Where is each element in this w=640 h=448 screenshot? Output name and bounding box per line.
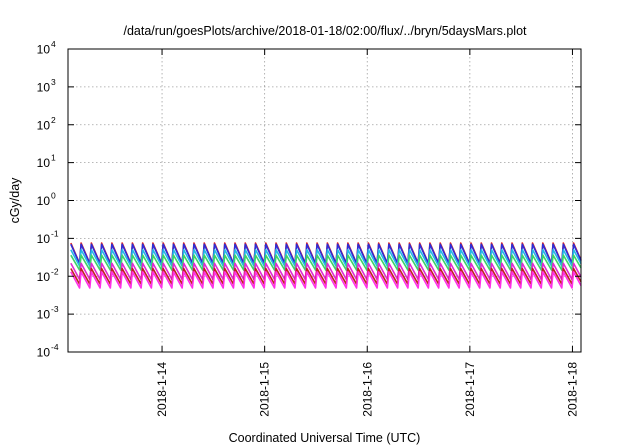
y-tick-exponent: -3	[51, 304, 59, 314]
y-axis-label: cGy/day	[8, 177, 22, 224]
y-tick-exponent: 1	[51, 153, 56, 163]
x-tick-label: 2018-1-18	[565, 362, 579, 417]
x-tick-label: 2018-1-16	[360, 362, 374, 417]
y-tick-label: 10	[37, 346, 51, 360]
y-tick-base: 10	[37, 270, 51, 284]
y-tick-base: 10	[37, 156, 51, 170]
chart-title: /data/run/goesPlots/archive/2018-01-18/0…	[123, 24, 527, 38]
series-line-7	[70, 271, 582, 289]
y-tick-exponent: 4	[51, 39, 56, 49]
y-tick-label: 10	[37, 308, 51, 322]
y-tick-base: 10	[37, 194, 51, 208]
y-tick-label: 10	[37, 232, 51, 246]
y-tick-base: 10	[37, 43, 51, 57]
y-tick-exponent: 2	[51, 115, 56, 125]
y-tick-base: 10	[37, 308, 51, 322]
y-tick-exponent: -2	[51, 266, 59, 276]
y-tick-exponent: -1	[51, 228, 59, 238]
x-axis: 2018-1-14 2018-1-15 2018-1-16 2018-1-17 2018…	[155, 49, 579, 417]
y-tick-base: 10	[37, 80, 51, 94]
y-tick-label: 10	[37, 118, 51, 132]
y-tick-exponent: 0	[51, 191, 56, 201]
y-tick-label: 10	[37, 80, 51, 94]
y-tick-label: 10	[37, 194, 51, 208]
y-tick-base: 10	[37, 232, 51, 246]
y-tick-label: 10	[37, 270, 51, 284]
y-tick-base: 10	[37, 118, 51, 132]
x-tick-label: 2018-1-17	[463, 362, 477, 417]
y-tick-exponent: 3	[51, 77, 56, 87]
series-group	[70, 242, 582, 289]
grid	[68, 49, 581, 352]
y-tick-exponent: -4	[51, 342, 59, 352]
series-line-4	[70, 254, 582, 271]
y-tick-label: 10	[37, 156, 51, 170]
x-tick-label: 2018-1-14	[155, 362, 169, 417]
y-tick-label: 10	[37, 43, 51, 57]
x-tick-label: 2018-1-15	[258, 362, 272, 417]
y-tick-base: 10	[37, 346, 51, 360]
x-axis-label: Coordinated Universal Time (UTC)	[229, 431, 421, 445]
